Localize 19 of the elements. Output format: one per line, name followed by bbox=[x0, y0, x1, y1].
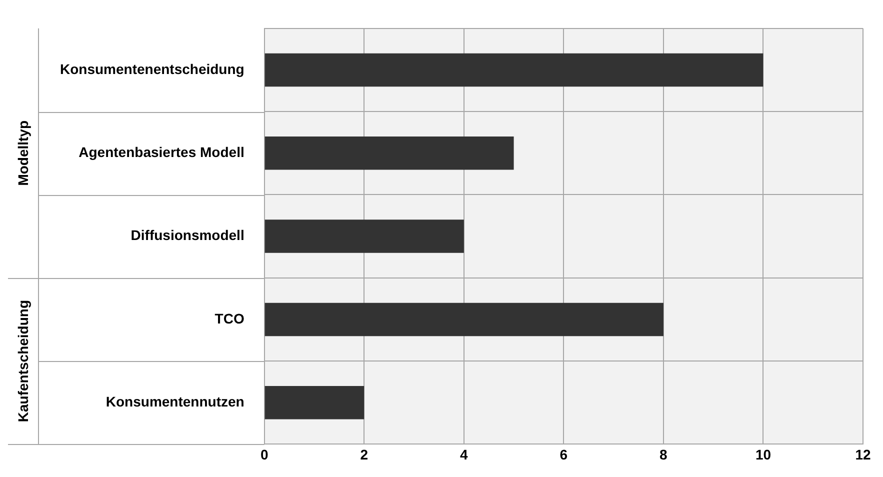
bar bbox=[264, 136, 514, 170]
x-tick-label: 12 bbox=[855, 446, 871, 462]
y-tick-label: Diffusionsmodell bbox=[130, 227, 244, 244]
text: Kaufentscheidung bbox=[14, 300, 31, 422]
x-tick-label: 4 bbox=[460, 446, 468, 462]
bar bbox=[264, 53, 764, 87]
y-tick-label: Konsumentenentscheidung bbox=[60, 60, 244, 77]
bar bbox=[264, 302, 664, 336]
y-tick-label: Konsumentennutzen bbox=[106, 393, 244, 410]
y-tick-label: TCO bbox=[214, 310, 244, 326]
text: Modelltyp bbox=[14, 120, 31, 186]
y-tick-label: Agentenbasiertes Modell bbox=[78, 144, 244, 160]
x-tick-label: 2 bbox=[360, 446, 368, 462]
x-tick-label: 8 bbox=[660, 446, 668, 462]
bar bbox=[264, 220, 464, 253]
x-tick-label: 10 bbox=[755, 446, 772, 462]
bar bbox=[264, 386, 364, 420]
x-tick-label: 6 bbox=[560, 446, 568, 462]
x-tick-label: 0 bbox=[260, 446, 268, 462]
